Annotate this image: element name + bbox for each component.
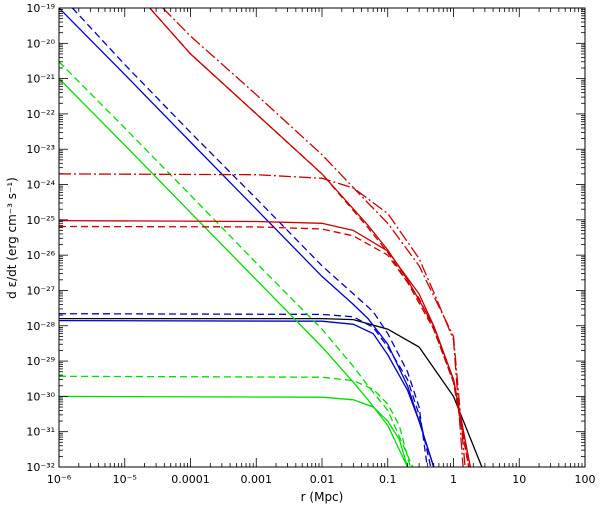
- series-line-15: [59, 173, 464, 467]
- series-line-5: [59, 313, 432, 467]
- series-line-4: [59, 319, 435, 467]
- y-tick-label: 10⁻²¹: [26, 73, 55, 86]
- y-tick-labels: 10⁻¹⁹ 10⁻²⁰ 10⁻²¹ 10⁻²² 10⁻²³ 10⁻²⁴ 10⁻²⁵ 10⁻²⁶…: [26, 2, 55, 474]
- y-tick-label: 10⁻³¹: [26, 426, 55, 439]
- series-line-10: [149, 8, 471, 467]
- y-tick-label: 10⁻²²: [26, 108, 55, 121]
- y-tick-label: 10⁻²⁴: [26, 179, 55, 192]
- x-tick-labels: 10⁻⁶ 10⁻⁵ 0.0001 0.001 0.01 0.1 1 10 100: [47, 473, 596, 486]
- x-tick-label: 0.01: [310, 473, 335, 486]
- series-line-7: [59, 61, 414, 467]
- x-tick-label: 100: [575, 473, 596, 486]
- series-line-2: [59, 8, 435, 467]
- series-line-6: [59, 78, 409, 467]
- series-line-13: [59, 225, 470, 467]
- series-line-1: [59, 317, 483, 467]
- plot-frame: [58, 7, 586, 468]
- x-tick-label: 0.001: [241, 473, 273, 486]
- series-line-3: [71, 8, 428, 467]
- y-tick-label: 10⁻²⁸: [26, 320, 55, 333]
- y-tick-label: 10⁻²⁶: [26, 249, 55, 262]
- x-tick-label: 0.1: [379, 473, 397, 486]
- y-tick-label: 10⁻²⁰: [26, 37, 55, 50]
- y-tick-label: 10⁻³⁰: [26, 390, 55, 403]
- series-line-12: [59, 219, 471, 467]
- series-line-11: [149, 8, 470, 467]
- x-tick-label: 10: [512, 473, 526, 486]
- plot-curves: [59, 8, 483, 467]
- y-tick-label: 10⁻²⁷: [26, 284, 55, 297]
- y-tick-label: 10⁻²⁵: [26, 214, 55, 227]
- y-axis-title: d ε/dt (erg cm⁻³ s⁻¹): [5, 177, 19, 299]
- series-line-8: [59, 395, 409, 467]
- series-line-9: [59, 375, 411, 467]
- y-tick-label: 10⁻¹⁹: [26, 2, 55, 15]
- x-tick-label: 1: [450, 473, 457, 486]
- x-tick-label: 10⁻⁵: [113, 473, 137, 486]
- x-tick-label: 0.0001: [171, 473, 210, 486]
- x-axis-title: r (Mpc): [301, 490, 344, 504]
- axis-ticks: [58, 7, 586, 468]
- y-tick-label: 10⁻²³: [26, 143, 55, 156]
- series-line-14: [162, 8, 466, 467]
- y-tick-label: 10⁻³²: [26, 461, 55, 474]
- y-tick-label: 10⁻²⁹: [26, 355, 55, 368]
- x-tick-label: 10⁻⁶: [47, 473, 72, 486]
